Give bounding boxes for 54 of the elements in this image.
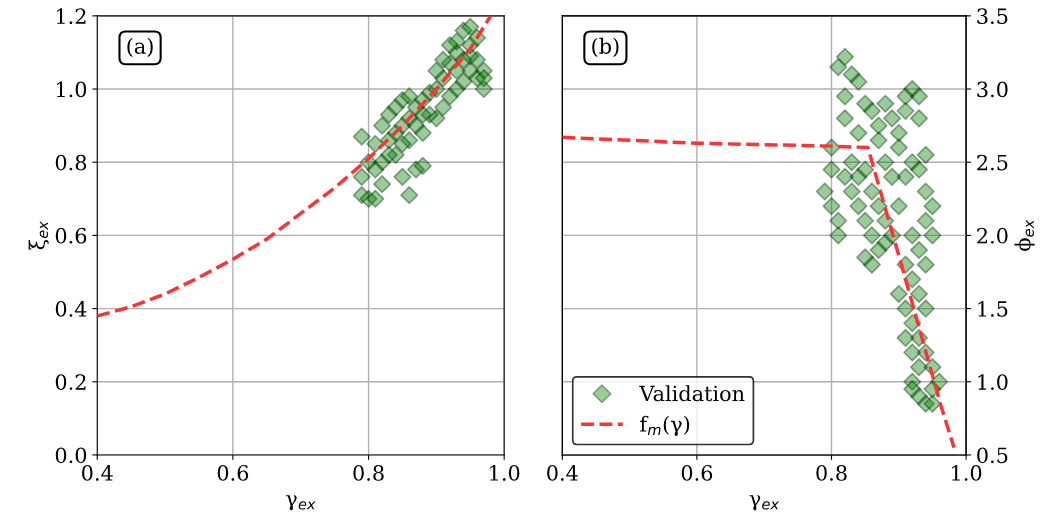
- y2-tick-label: 3.5: [977, 8, 1008, 25]
- point: [440, 87, 459, 106]
- annotation: (a): [127, 37, 153, 57]
- legend-label: Validation: [639, 385, 745, 402]
- point: [413, 105, 432, 124]
- x-tick-label: 0.8: [353, 465, 384, 481]
- x-tick-label: 0.8: [816, 465, 847, 481]
- line-series: [97, 15, 493, 318]
- y2-tick-label: 2.0: [977, 227, 1008, 244]
- point: [379, 145, 398, 164]
- point: [366, 189, 385, 208]
- y2-tick-label: 1.0: [978, 374, 1008, 390]
- point: [400, 87, 419, 106]
- point: [434, 50, 453, 69]
- x-tick-label: 0.6: [217, 465, 249, 481]
- y-tick-label: 1.0: [56, 81, 87, 98]
- point: [373, 175, 392, 194]
- point: [413, 156, 432, 175]
- point: [373, 116, 392, 135]
- legend-label: f$_{m}$(γ): [640, 415, 690, 436]
- x-tick-label: 0.4: [547, 465, 578, 481]
- y-tick-label: 0.6: [55, 227, 87, 244]
- point: [434, 98, 453, 117]
- x-axis-title: γ$_{ex}$: [286, 495, 316, 511]
- point: [440, 36, 459, 55]
- y2-tick-label: 2.5: [977, 154, 1008, 171]
- y2-tick-label: 3.0: [977, 81, 1008, 98]
- y-tick-label: 0.0: [55, 447, 87, 464]
- y2-tick-label: 1.5: [978, 301, 1008, 317]
- x-tick-label: 1.0: [490, 465, 520, 481]
- y-tick-label: 0.8: [55, 154, 87, 171]
- y-axis-title: ξ$_{ex}$: [28, 221, 49, 250]
- point: [474, 69, 493, 88]
- point: [393, 167, 412, 186]
- x-axis-title: γ$_{ex}$: [749, 495, 780, 511]
- y2-axis-title: ϕ$_{ex}$: [1014, 219, 1035, 251]
- y2-tick-label: 0.5: [977, 447, 1008, 464]
- y-tick-label: 1.2: [56, 8, 86, 25]
- y-tick-label: 0.4: [55, 301, 87, 317]
- point: [406, 116, 426, 135]
- point: [366, 134, 385, 153]
- point: [352, 127, 371, 146]
- x-tick-label: 0.6: [681, 465, 713, 481]
- point: [366, 160, 385, 179]
- point: [454, 72, 473, 91]
- point: [400, 186, 419, 205]
- point: [461, 17, 480, 36]
- x-tick-label: 0.4: [82, 465, 113, 481]
- annotation: (b): [592, 37, 619, 57]
- point: [352, 167, 371, 186]
- y-tick-label: 0.2: [55, 374, 86, 390]
- x-tick-label: 1.0: [952, 465, 982, 481]
- point: [427, 61, 446, 80]
- point: [393, 134, 412, 153]
